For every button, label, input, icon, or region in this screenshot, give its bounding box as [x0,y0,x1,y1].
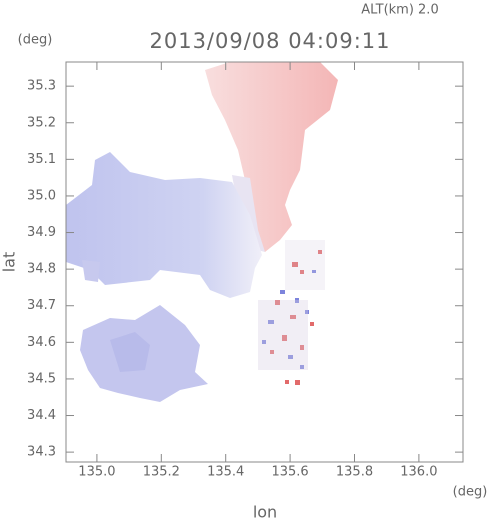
x-tick-label: 135.2 [143,465,180,480]
y-tick-label: 35.0 [27,188,56,203]
y-tick-label: 34.9 [27,225,56,240]
x-tick-label: 135.6 [271,465,308,480]
y-tick-label: 34.4 [27,408,56,423]
x-tick-label: 136.0 [400,465,437,480]
y-axis-label: lat [0,252,19,273]
y-unit: (deg) [18,33,53,48]
x-tick-label: 135.0 [78,465,115,480]
x-tick-label: 135.8 [336,465,373,480]
y-tick-label: 34.7 [27,298,56,313]
y-tick-label: 35.2 [27,115,56,130]
echo-field [66,62,338,402]
x-tick-label: 135.4 [207,465,244,480]
y-tick-label: 34.3 [27,445,56,460]
x-axis-label: lon [253,503,277,521]
altitude: ALT(km) 2.0 [361,3,438,18]
plot-frame [65,61,464,463]
chart-title: 2013/09/08 04:09:11 [149,29,390,53]
y-tick-label: 34.5 [27,371,56,386]
y-tick-label: 34.8 [27,262,56,277]
x-unit: (deg) [453,485,488,500]
y-tick-label: 35.3 [27,79,56,94]
y-tick-label: 34.6 [27,335,56,350]
y-tick-label: 35.1 [27,152,56,167]
